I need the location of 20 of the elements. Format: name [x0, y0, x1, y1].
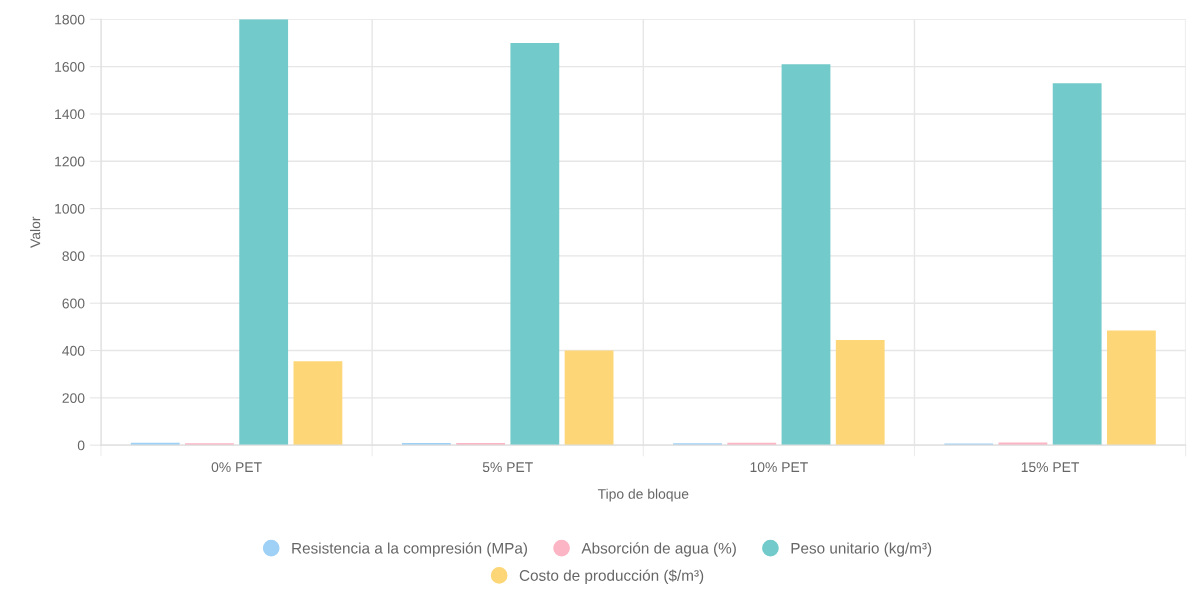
x-tick-label: 10% PET — [750, 462, 808, 473]
legend-label: Resistencia a la compresión (MPa) — [292, 542, 528, 557]
x-tick-label: 15% PET — [1021, 462, 1080, 473]
legend-label: Absorción de agua (%) — [581, 542, 736, 557]
y-tick-label: 800 — [62, 251, 85, 262]
y-tick-label: 1200 — [55, 156, 85, 167]
y-tick-label: 400 — [62, 345, 85, 356]
x-tick-label: 5% PET — [482, 462, 533, 473]
legend-label: Costo de producción ($/m³) — [519, 569, 704, 584]
y-tick-label: 200 — [62, 393, 85, 403]
legend-label: Peso unitario (kg/m³) — [791, 542, 932, 557]
x-tick-label: 0% PET — [211, 462, 262, 473]
y-tick-label: 600 — [62, 298, 85, 309]
y-tick-label: 1600 — [55, 61, 85, 72]
y-tick-label: 0 — [77, 440, 85, 451]
y-tick-label: 1400 — [55, 109, 85, 120]
y-tick-label: 1000 — [55, 203, 85, 214]
x-axis-title: Tipo de bloque — [597, 488, 689, 502]
y-axis-title: Valor — [30, 216, 41, 248]
y-tick-label: 1800 — [55, 14, 85, 25]
